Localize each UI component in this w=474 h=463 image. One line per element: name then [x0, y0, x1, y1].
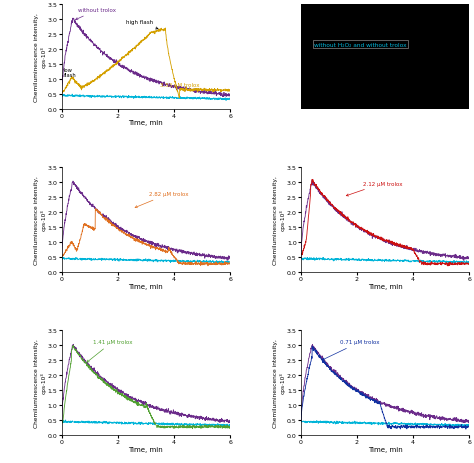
Y-axis label: Chemiluminescence intensity,
cps·10³: Chemiluminescence intensity, cps·10³: [34, 338, 46, 427]
Text: without H₂O₂ and without trolox: without H₂O₂ and without trolox: [314, 43, 407, 48]
Text: without trolox: without trolox: [75, 8, 117, 21]
Text: 2.82 μM trolox: 2.82 μM trolox: [135, 192, 188, 208]
Y-axis label: Chemiluminescence intensity,
cps·10³: Chemiluminescence intensity, cps·10³: [34, 13, 46, 101]
Text: low
flash: low flash: [64, 68, 77, 78]
Text: 0.71 μM trolox: 0.71 μM trolox: [322, 340, 380, 360]
Y-axis label: Chemiluminescence intensity,
cps·10³: Chemiluminescence intensity, cps·10³: [34, 175, 46, 264]
Y-axis label: Chemiluminescence intensity,
cps·10³: Chemiluminescence intensity, cps·10³: [273, 175, 285, 264]
X-axis label: Time, min: Time, min: [128, 283, 163, 289]
X-axis label: Time, min: Time, min: [368, 446, 402, 452]
Text: 3.53 μM trolox: 3.53 μM trolox: [160, 83, 200, 91]
X-axis label: Time, min: Time, min: [368, 283, 402, 289]
X-axis label: Time, min: Time, min: [128, 120, 163, 126]
X-axis label: Time, min: Time, min: [128, 446, 163, 452]
Y-axis label: Chemiluminescence intensity,
cps·10³: Chemiluminescence intensity, cps·10³: [273, 338, 285, 427]
Text: 2.12 μM trolox: 2.12 μM trolox: [346, 181, 402, 197]
Text: high flash: high flash: [126, 20, 158, 30]
Text: 1.41 μM trolox: 1.41 μM trolox: [87, 340, 132, 363]
